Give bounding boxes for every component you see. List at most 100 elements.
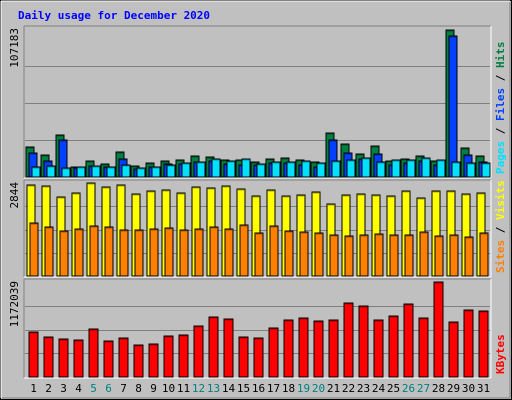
bar-pages-day-30 bbox=[466, 162, 476, 178]
bar-sites-day-18 bbox=[284, 230, 294, 277]
bar-sites-day-1 bbox=[29, 222, 39, 277]
bar-pages-day-20 bbox=[316, 162, 326, 178]
legend-hits: Hits bbox=[494, 42, 507, 69]
bar-sites-day-17 bbox=[269, 225, 279, 277]
bar-sites-day-14 bbox=[224, 228, 234, 277]
bar-sites-day-26 bbox=[404, 234, 414, 277]
bar-kbytes-day-12 bbox=[193, 325, 204, 378]
bar-sites-day-9 bbox=[149, 228, 159, 277]
x-tick-day-26: 26 bbox=[402, 382, 415, 395]
x-tick-day-4: 4 bbox=[75, 382, 82, 395]
legend-panel-3: KBytes bbox=[494, 334, 507, 374]
bar-pages-day-23 bbox=[361, 157, 371, 178]
x-tick-day-15: 15 bbox=[237, 382, 250, 395]
x-tick-day-9: 9 bbox=[150, 382, 157, 395]
bar-kbytes-day-3 bbox=[58, 338, 69, 378]
x-tick-day-2: 2 bbox=[45, 382, 52, 395]
bar-files-day-29 bbox=[448, 35, 458, 178]
bar-sites-day-27 bbox=[419, 231, 429, 277]
x-tick-day-19: 19 bbox=[297, 382, 310, 395]
bar-kbytes-day-8 bbox=[133, 344, 144, 378]
x-tick-day-29: 29 bbox=[447, 382, 460, 395]
x-tick-day-24: 24 bbox=[372, 382, 386, 395]
bar-pages-day-1 bbox=[31, 166, 41, 178]
y-axis-max-label: 1172039 bbox=[8, 281, 21, 327]
bar-sites-day-8 bbox=[134, 229, 144, 277]
legend-separator: / bbox=[494, 220, 507, 240]
bar-kbytes-day-7 bbox=[118, 337, 129, 378]
panel-background bbox=[24, 26, 491, 178]
bar-kbytes-day-13 bbox=[208, 316, 219, 378]
bar-sites-day-6 bbox=[104, 226, 114, 277]
x-tick-day-25: 25 bbox=[387, 382, 400, 395]
x-tick-day-8: 8 bbox=[135, 382, 142, 395]
bar-pages-day-21 bbox=[331, 160, 341, 178]
legend-sites: Sites bbox=[494, 240, 507, 273]
x-axis-labels: 1 2 3 4 5 6 7 8 9 10 11 12 13 14 15 16 17 18 19 20 21 22 23 24 2… bbox=[30, 382, 490, 395]
x-tick-day-13: 13 bbox=[207, 382, 220, 395]
bar-sites-day-22 bbox=[344, 235, 354, 277]
bar-kbytes-day-27 bbox=[418, 317, 429, 378]
bar-kbytes-day-5 bbox=[88, 328, 99, 378]
bar-kbytes-day-2 bbox=[43, 336, 54, 378]
y-axis-labels: 107183 2844 1172039 bbox=[8, 28, 21, 327]
legend-panel-2: Sites / Visits bbox=[494, 180, 507, 273]
bar-kbytes-day-11 bbox=[178, 334, 189, 378]
x-tick-day-6: 6 bbox=[105, 382, 112, 395]
x-tick-day-10: 10 bbox=[162, 382, 175, 395]
bar-pages-day-22 bbox=[346, 159, 356, 178]
x-tick-day-11: 11 bbox=[177, 382, 190, 395]
chart-panels bbox=[23, 25, 492, 379]
bar-pages-day-4 bbox=[76, 166, 86, 178]
bar-pages-day-11 bbox=[181, 162, 191, 178]
bar-pages-day-8 bbox=[136, 167, 146, 178]
bar-kbytes-day-21 bbox=[328, 319, 339, 378]
bar-sites-day-24 bbox=[374, 233, 384, 277]
x-tick-day-28: 28 bbox=[432, 382, 445, 395]
x-tick-day-22: 22 bbox=[342, 382, 355, 395]
bar-kbytes-day-31 bbox=[478, 310, 489, 378]
x-tick-day-3: 3 bbox=[60, 382, 67, 395]
bar-pages-day-17 bbox=[271, 161, 281, 178]
legend-separator: / bbox=[494, 121, 507, 141]
bar-pages-day-9 bbox=[151, 166, 161, 178]
bar-sites-day-19 bbox=[299, 231, 309, 277]
bar-pages-day-13 bbox=[211, 158, 221, 178]
bar-kbytes-day-24 bbox=[373, 319, 384, 378]
legend-panel-1: Pages / Files / Hits bbox=[494, 42, 507, 175]
x-tick-day-23: 23 bbox=[357, 382, 370, 395]
bar-pages-day-27 bbox=[421, 157, 431, 178]
bar-kbytes-day-19 bbox=[298, 317, 309, 378]
bar-kbytes-day-29 bbox=[448, 321, 459, 378]
bar-pages-day-31 bbox=[481, 162, 491, 178]
bar-sites-day-16 bbox=[254, 232, 264, 277]
bar-pages-day-25 bbox=[391, 159, 401, 178]
bar-pages-day-2 bbox=[46, 165, 56, 178]
bar-pages-day-6 bbox=[106, 166, 116, 178]
panel-3 bbox=[23, 278, 492, 379]
bar-sites-day-5 bbox=[89, 225, 99, 277]
bar-sites-day-10 bbox=[164, 227, 174, 277]
panel-2 bbox=[23, 179, 492, 278]
bar-pages-day-24 bbox=[376, 161, 386, 178]
x-tick-day-1: 1 bbox=[30, 382, 37, 395]
x-tick-day-7: 7 bbox=[120, 382, 127, 395]
bar-sites-day-23 bbox=[359, 234, 369, 277]
bar-pages-day-7 bbox=[121, 164, 131, 178]
bar-kbytes-day-17 bbox=[268, 327, 279, 378]
bar-kbytes-day-28 bbox=[433, 281, 444, 378]
bar-sites-day-21 bbox=[329, 234, 339, 277]
bar-pages-day-14 bbox=[226, 160, 236, 178]
bar-pages-day-18 bbox=[286, 161, 296, 178]
bar-sites-day-4 bbox=[74, 228, 84, 277]
x-tick-day-27: 27 bbox=[417, 382, 430, 395]
bar-sites-day-15 bbox=[239, 224, 249, 277]
x-tick-day-18: 18 bbox=[282, 382, 295, 395]
x-tick-day-21: 21 bbox=[327, 382, 340, 395]
panel-1 bbox=[23, 25, 492, 179]
bar-sites-day-30 bbox=[464, 236, 474, 277]
bar-pages-day-3 bbox=[61, 167, 71, 178]
bar-kbytes-day-6 bbox=[103, 340, 114, 378]
